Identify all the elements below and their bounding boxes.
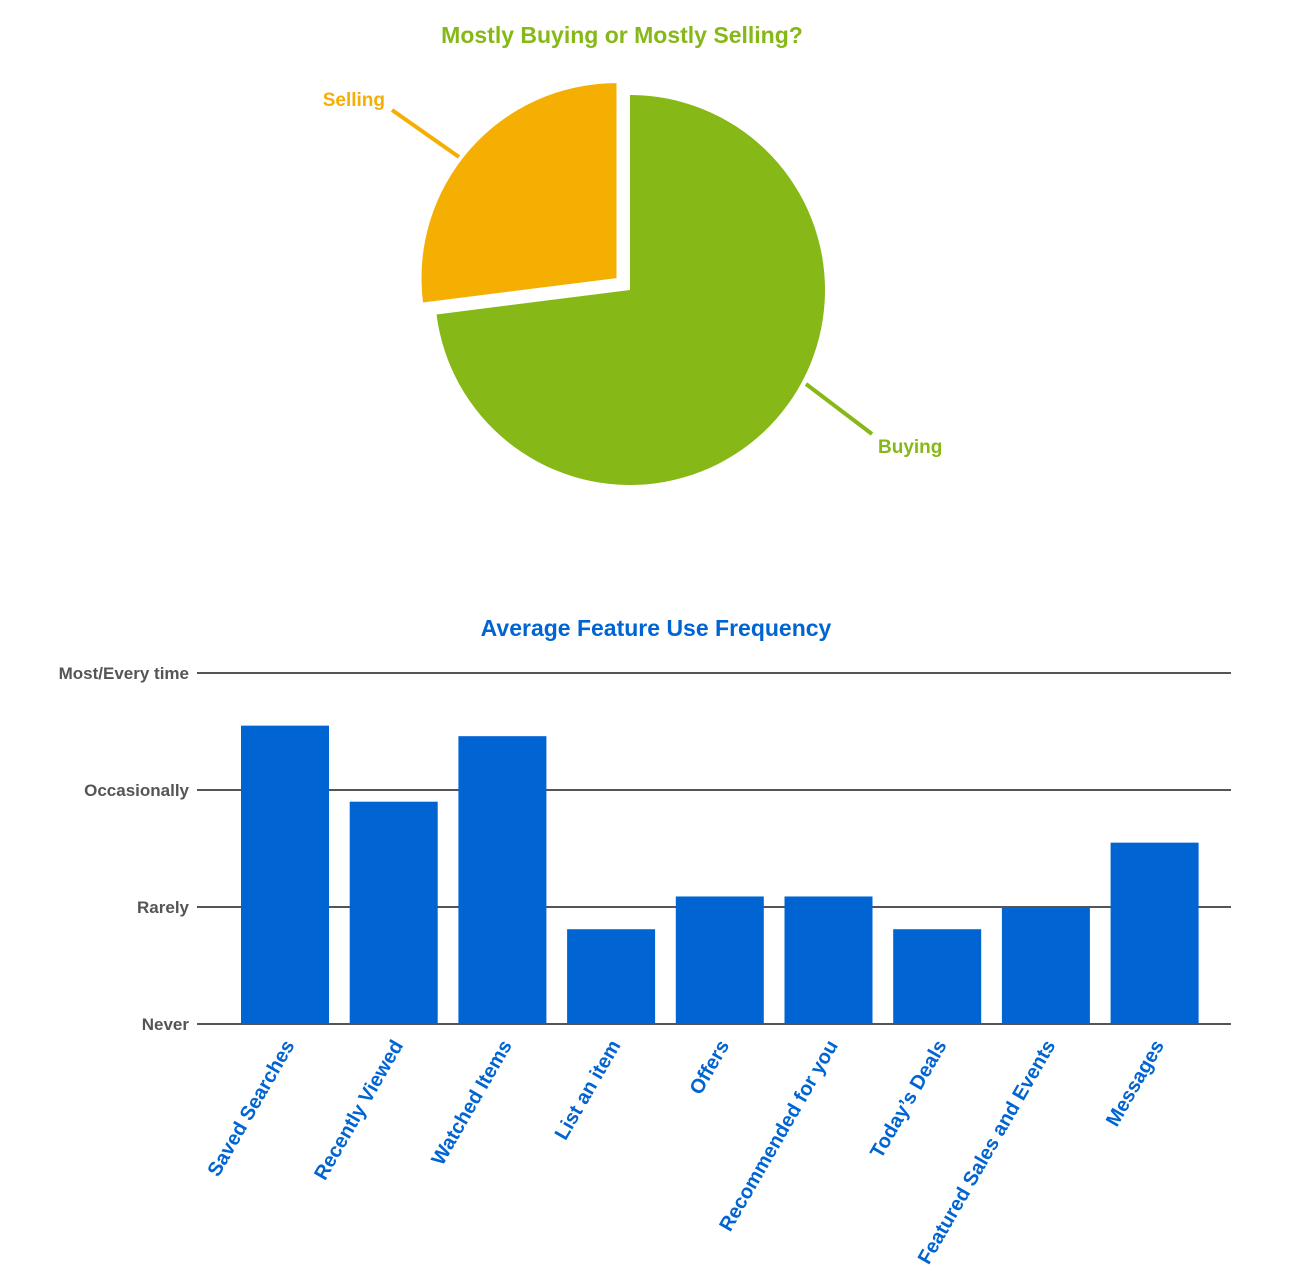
pie-label-selling: Selling [323, 90, 385, 111]
bar [241, 725, 329, 1024]
bar [784, 896, 873, 1024]
pie-chart: Selling Buying [323, 83, 942, 485]
bar [567, 929, 656, 1024]
buying-leader-line [804, 382, 874, 436]
pie-label-buying: Buying [878, 437, 942, 458]
pie-slice-selling [421, 83, 617, 303]
x-tick-label: List an item [551, 1037, 626, 1144]
pie-chart-title: Mostly Buying or Mostly Selling? [441, 22, 803, 48]
bar [893, 929, 982, 1024]
bar-chart-title: Average Feature Use Frequency [481, 615, 832, 641]
y-tick-label: Rarely [137, 898, 190, 917]
bar [349, 801, 438, 1024]
y-tick-label: Occasionally [84, 781, 189, 800]
selling-leader-line [390, 108, 461, 159]
x-tick-label: Watched Items [427, 1037, 516, 1170]
x-tick-label: Offers [686, 1037, 735, 1099]
bar [1001, 907, 1090, 1024]
bar [1110, 842, 1199, 1024]
pie-slice-buying [436, 95, 825, 485]
y-tick-label: Most/Every time [59, 664, 189, 683]
x-tick-label: Saved Searches [204, 1037, 300, 1181]
x-tick-label: Today’s Deals [866, 1037, 951, 1163]
bar-chart-bars [241, 725, 1199, 1024]
bar [675, 896, 764, 1024]
x-tick-label: Messages [1102, 1037, 1169, 1131]
bar-chart-y-axis: Never Rarely Occasionally Most/Every time [59, 664, 190, 1034]
y-tick-label: Never [142, 1015, 190, 1034]
x-tick-label: Recommended for you [715, 1037, 842, 1236]
bar-chart-x-axis: Saved Searches Recently Viewed Watched Ite… [204, 1037, 1169, 1268]
bar [458, 736, 547, 1024]
x-tick-label: Recently Viewed [310, 1037, 408, 1184]
